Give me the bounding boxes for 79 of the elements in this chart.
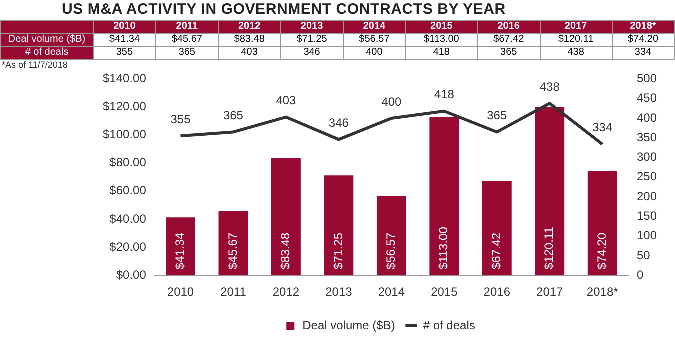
text: $67.42 bbox=[494, 34, 524, 45]
text: 355 bbox=[116, 47, 134, 58]
x-tick-label: 2011 bbox=[220, 285, 247, 300]
data-label: 355 bbox=[170, 112, 192, 126]
y2-tick-label: 100 bbox=[636, 228, 658, 243]
data-label: 400 bbox=[382, 94, 402, 109]
y-tick-label: $100.00 bbox=[102, 128, 147, 142]
category-label: 2018* bbox=[630, 21, 656, 32]
category-label: 2016 bbox=[498, 21, 520, 32]
data-label: $56.57 bbox=[384, 232, 398, 270]
data-label: 418 bbox=[434, 88, 455, 102]
category-label: 2017 bbox=[564, 21, 588, 32]
data-label: $74.20 bbox=[594, 232, 609, 270]
x-tick-label: 2010 bbox=[167, 285, 194, 300]
y2-tick-label: 250 bbox=[636, 170, 658, 184]
text: 365 bbox=[500, 47, 518, 58]
y2-tick-label: 400 bbox=[636, 110, 658, 125]
text: *As of 11/7/2018 bbox=[2, 60, 68, 70]
y-tick-label: $80.00 bbox=[110, 156, 147, 170]
x-tick-label: 2015 bbox=[431, 285, 458, 300]
y2-tick-label: 50 bbox=[636, 248, 651, 262]
text: 400 bbox=[366, 47, 383, 58]
y-tick-label: $140.00 bbox=[102, 72, 147, 86]
data-label: $67.42 bbox=[489, 232, 504, 270]
data-label: 334 bbox=[592, 120, 613, 135]
category-label: 2010 bbox=[114, 21, 136, 32]
category-label: 2011 bbox=[176, 21, 198, 32]
text: 438 bbox=[568, 47, 584, 58]
data-label: 403 bbox=[276, 94, 297, 108]
y-tick-label: $20.00 bbox=[110, 240, 147, 254]
x-tick-label: 2016 bbox=[484, 285, 511, 300]
data-label: 365 bbox=[223, 108, 244, 123]
text: 403 bbox=[241, 47, 258, 58]
text: 365 bbox=[178, 47, 196, 58]
y2-tick-label: 0 bbox=[636, 268, 644, 282]
y-tick-label: $60.00 bbox=[110, 184, 147, 198]
text: $74.20 bbox=[628, 34, 659, 45]
data-label: $120.11 bbox=[542, 226, 556, 270]
y-tick-label: $0.00 bbox=[116, 268, 147, 282]
data-label: $41.34 bbox=[173, 232, 188, 270]
x-tick-label: 2013 bbox=[326, 285, 353, 300]
text: $113.00 bbox=[424, 34, 460, 45]
category-label: 2014 bbox=[363, 21, 386, 32]
data-label: $45.67 bbox=[226, 232, 240, 270]
text: $120.11 bbox=[558, 34, 594, 45]
text: $83.48 bbox=[234, 34, 265, 45]
y2-tick-label: 500 bbox=[636, 72, 658, 86]
text: $71.25 bbox=[296, 34, 328, 45]
text: # of deals bbox=[25, 47, 69, 58]
data-label: 346 bbox=[328, 116, 350, 130]
data-label: 438 bbox=[540, 80, 560, 94]
text: Deal volume ($B) bbox=[8, 34, 86, 45]
data-label: 365 bbox=[487, 108, 508, 123]
y2-tick-label: 200 bbox=[636, 189, 658, 204]
text: $41.34 bbox=[109, 34, 140, 45]
data-label: $71.25 bbox=[331, 232, 346, 270]
y-tick-label: $40.00 bbox=[110, 212, 147, 226]
text: $56.57 bbox=[359, 34, 390, 45]
y2-tick-label: 450 bbox=[636, 91, 658, 106]
text: 418 bbox=[433, 47, 450, 58]
text: $45.67 bbox=[172, 34, 202, 45]
x-tick-label: 2018* bbox=[586, 285, 619, 300]
text: 346 bbox=[304, 47, 320, 58]
category-label: 2015 bbox=[430, 21, 453, 32]
legend-label: # of deals bbox=[423, 318, 476, 332]
category-label: 2013 bbox=[300, 21, 324, 32]
y-tick-label: $120.00 bbox=[102, 100, 147, 114]
y2-tick-label: 350 bbox=[636, 130, 658, 144]
data-label: $113.00 bbox=[436, 226, 451, 270]
x-tick-label: 2012 bbox=[272, 285, 300, 300]
y2-tick-label: 150 bbox=[636, 208, 658, 223]
x-tick-label: 2014 bbox=[378, 285, 406, 300]
data-label: $83.48 bbox=[278, 232, 293, 270]
legend-label: Deal volume ($B) bbox=[302, 318, 396, 332]
x-tick-label: 2017 bbox=[536, 285, 564, 300]
category-label: 2012 bbox=[238, 21, 261, 32]
y2-tick-label: 300 bbox=[636, 150, 658, 164]
chart-title: US M&A ACTIVITY IN GOVERNMENT CONTRACTS BY YEAR bbox=[62, 1, 506, 18]
text: 334 bbox=[634, 47, 652, 58]
